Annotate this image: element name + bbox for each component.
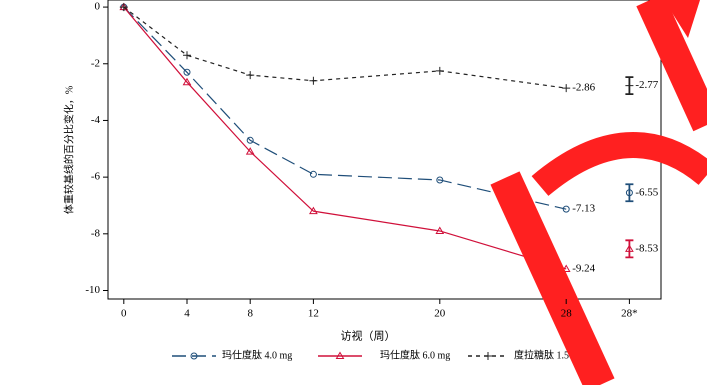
data-label: -7.13 bbox=[572, 203, 595, 215]
marker bbox=[625, 82, 633, 90]
series-line bbox=[124, 7, 566, 209]
data-label: -2.77 bbox=[635, 79, 658, 91]
error-bar bbox=[625, 240, 633, 257]
x-tick-label: 28 bbox=[561, 308, 573, 320]
y-tick-label: -4 bbox=[91, 114, 101, 126]
data-label: -8.53 bbox=[635, 242, 658, 254]
data-label: -6.55 bbox=[635, 186, 658, 198]
series-line bbox=[124, 7, 566, 269]
x-tick-label: 28* bbox=[621, 308, 638, 320]
series-line bbox=[124, 7, 566, 88]
y-tick-label: -6 bbox=[91, 171, 101, 183]
x-tick-label: 0 bbox=[121, 308, 127, 320]
x-axis-title: 访视（周） bbox=[341, 329, 396, 343]
x-tick-label: 4 bbox=[184, 308, 190, 320]
watermark-stroke bbox=[540, 145, 707, 186]
x-tick-label: 20 bbox=[434, 308, 446, 320]
data-label: -2.86 bbox=[572, 82, 595, 94]
y-tick-label: 0 bbox=[95, 1, 101, 13]
marker bbox=[246, 71, 254, 79]
x-tick-label: 12 bbox=[308, 308, 319, 320]
marker bbox=[562, 84, 570, 92]
legend-marker bbox=[484, 352, 492, 360]
x-tick-label: 8 bbox=[247, 308, 253, 320]
plot-area: -7.13 -6.55 -9.24 -8.53 -2.86 -2.77 bbox=[120, 3, 659, 274]
marker bbox=[310, 171, 316, 177]
y-tick-label: -10 bbox=[85, 284, 100, 296]
y-tick-label: -8 bbox=[91, 227, 101, 239]
chart: 访视（周） 体重较基线的百分比变化，% -7.13 -6.55 -9.24 -8.53… bbox=[0, 0, 707, 385]
marker bbox=[436, 67, 444, 75]
legend-label: 玛仕度肽 4.0 mg bbox=[222, 348, 292, 361]
watermark bbox=[505, 0, 707, 385]
marker bbox=[309, 77, 317, 85]
y-axis-title: 体重较基线的百分比变化，% bbox=[62, 86, 75, 214]
legend-label: 玛仕度肽 6.0 mg bbox=[380, 348, 450, 361]
y-tick-label: -2 bbox=[91, 57, 100, 69]
data-label: -9.24 bbox=[572, 262, 595, 274]
